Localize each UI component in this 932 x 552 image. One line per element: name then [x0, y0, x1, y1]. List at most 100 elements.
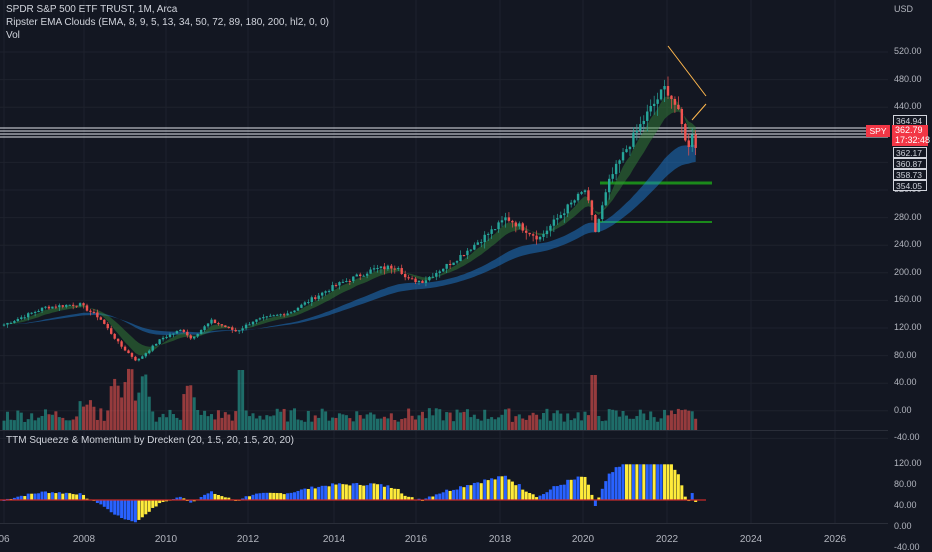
volume-bar — [234, 411, 238, 430]
momentum-bar — [324, 485, 328, 500]
momentum-bar — [40, 491, 44, 500]
momentum-bar — [434, 494, 438, 500]
momentum-bar — [372, 483, 376, 500]
momentum-bar — [334, 484, 338, 500]
momentum-bar — [223, 497, 227, 500]
candle-body — [141, 356, 144, 359]
momentum-bar — [206, 493, 210, 500]
time-axis-label: 2010 — [154, 534, 178, 545]
momentum-bar — [227, 497, 231, 500]
time-axis-label: 2024 — [739, 534, 763, 545]
volume-bar — [400, 419, 404, 430]
candle-body — [6, 322, 9, 325]
volume-bar — [213, 419, 217, 430]
candle-body — [310, 297, 313, 303]
momentum-bar — [503, 475, 507, 500]
volume-bar — [196, 410, 200, 430]
time-axis-label: 2016 — [404, 534, 428, 545]
candle-body — [293, 310, 296, 313]
momentum-bar — [248, 496, 252, 500]
candle-body — [448, 263, 452, 266]
momentum-bar — [497, 476, 501, 500]
momentum-bar — [120, 500, 124, 519]
volume-bar — [355, 411, 359, 430]
momentum-bar — [210, 491, 213, 500]
volume-bar — [192, 397, 196, 430]
volume-bar — [593, 375, 597, 430]
volume-bar — [552, 413, 556, 430]
momentum-bar — [680, 485, 684, 500]
pane-separator[interactable] — [0, 430, 888, 431]
indicator-legend[interactable]: Ripster EMA Clouds (EMA, 8, 9, 5, 13, 34… — [6, 17, 329, 28]
volume-bar — [95, 419, 99, 430]
candle-body — [172, 333, 175, 335]
candle-body — [331, 285, 334, 291]
volume-bar — [604, 420, 608, 430]
symbol-legend[interactable]: SPDR S&P 500 ETF TRUST, 1M, Arca — [6, 4, 178, 15]
candle-body — [289, 312, 293, 314]
candle-body — [30, 312, 33, 314]
momentum-bar — [57, 492, 61, 500]
volume-bar — [57, 417, 61, 430]
volume-bar — [168, 409, 172, 430]
candle-body — [341, 281, 345, 283]
volume-bar — [127, 368, 130, 430]
candle-body — [628, 146, 632, 150]
candle-body — [514, 222, 518, 227]
candle-body — [324, 291, 327, 293]
candle-body — [262, 317, 265, 319]
price-axis-label: 80.00 — [894, 349, 917, 360]
momentum-bar — [479, 483, 483, 500]
momentum-bar — [296, 490, 300, 500]
momentum-bar — [631, 464, 635, 500]
volume-bar — [410, 415, 414, 430]
momentum-bar — [417, 498, 421, 500]
candle-body — [400, 268, 403, 274]
time-axis-label: 2014 — [322, 534, 346, 545]
ttm-legend[interactable]: TTM Squeeze & Momentum by Drecken (20, 1… — [6, 435, 294, 446]
volume-legend[interactable]: Vol — [6, 30, 20, 41]
momentum-bar — [33, 493, 37, 500]
volume-bar — [559, 413, 563, 430]
volume-bar — [85, 404, 89, 430]
candle-body — [320, 292, 324, 296]
momentum-bar — [645, 464, 649, 500]
momentum-bar — [147, 500, 151, 512]
candle-body — [435, 273, 438, 277]
momentum-bar — [694, 500, 698, 502]
candle-body — [345, 280, 348, 282]
candle-body — [51, 306, 54, 309]
volume-bar — [241, 370, 245, 430]
candle-body — [210, 319, 213, 324]
volume-bar — [531, 412, 535, 430]
momentum-bar — [310, 486, 314, 500]
momentum-bar — [106, 500, 110, 510]
volume-bar — [631, 418, 635, 430]
momentum-bar — [514, 485, 518, 500]
volume-bar — [694, 418, 698, 430]
momentum-bar — [151, 500, 155, 508]
momentum-bar — [635, 464, 639, 500]
candle-body — [151, 345, 154, 351]
time-axis-label: 2008 — [72, 534, 96, 545]
volume-bar — [75, 416, 79, 430]
candle-body — [286, 313, 289, 316]
candle-body — [338, 282, 341, 286]
momentum-bar — [199, 497, 203, 500]
price-axis-label: 120.00 — [894, 322, 922, 332]
volume-bar — [538, 419, 542, 430]
candle-body — [621, 152, 625, 161]
candle-body — [186, 331, 189, 336]
candle-body — [68, 304, 71, 306]
volume-bar — [261, 419, 265, 430]
momentum-bar — [299, 489, 303, 500]
volume-bar — [161, 413, 165, 430]
candle-body — [154, 344, 158, 346]
momentum-bar — [251, 494, 255, 500]
momentum-bar — [123, 500, 127, 520]
momentum-bar — [293, 492, 296, 500]
volume-bar — [427, 408, 431, 430]
momentum-bar — [133, 500, 137, 523]
volume-bar — [645, 420, 649, 430]
